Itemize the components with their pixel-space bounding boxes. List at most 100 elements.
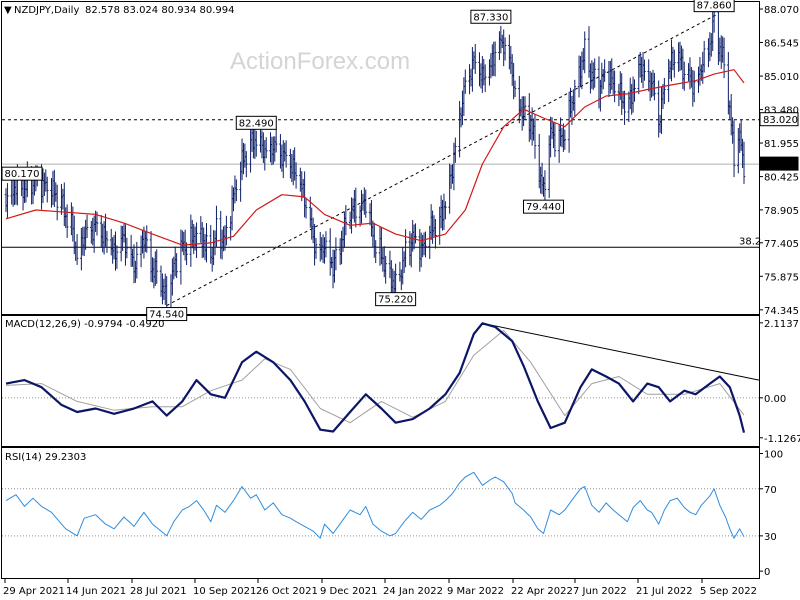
price-bar bbox=[284, 140, 288, 168]
macd-main-line bbox=[5, 322, 746, 433]
price-axis: 88.070 86.545 85.010 83.480 81.955 80.425 78.9… bbox=[759, 5, 799, 317]
price-bar bbox=[185, 242, 188, 266]
macd-tick-label: 0.00 bbox=[764, 394, 786, 405]
price-bar bbox=[145, 225, 149, 253]
annotation-text: 74.540 bbox=[149, 310, 184, 321]
annotation-text: 82.490 bbox=[239, 118, 274, 129]
price-bar bbox=[463, 69, 467, 94]
macd-falling-trendline bbox=[482, 322, 760, 381]
price-marker-box bbox=[759, 156, 799, 171]
price-bar bbox=[354, 187, 358, 228]
macd-panel-frame bbox=[1, 315, 760, 447]
time-tick-label: 29 Apr 2021 bbox=[3, 586, 65, 597]
price-tick-label: 81.955 bbox=[764, 139, 799, 150]
price-annotation: 87.860 bbox=[693, 0, 735, 13]
price-bar bbox=[105, 230, 109, 253]
price-marker-box bbox=[759, 112, 799, 127]
price-bar bbox=[653, 72, 656, 101]
annotation-text: 87.330 bbox=[473, 12, 508, 23]
price-bar bbox=[543, 170, 547, 201]
rsi-line bbox=[5, 471, 745, 539]
price-marker-label: 80.994 bbox=[763, 160, 798, 171]
price-bar bbox=[45, 176, 49, 203]
rsi-tick-label: 0 bbox=[764, 567, 770, 578]
time-axis: 29 Apr 2021 14 Jun 2021 28 Jul 2021 10 Sep … bbox=[3, 579, 757, 597]
price-annotations: 80.170 74.540 82.490 75.220 87.330 79.440 87.8… bbox=[1, 0, 735, 322]
price-bar bbox=[573, 79, 577, 116]
macd-trendline bbox=[482, 322, 760, 381]
price-bar bbox=[95, 211, 99, 236]
time-tick-label: 5 Sep 2022 bbox=[700, 586, 757, 597]
price-bar bbox=[304, 197, 308, 219]
price-bar bbox=[384, 255, 387, 284]
price-ohlc-header: 82.578 83.024 80.934 80.994 bbox=[85, 5, 235, 16]
price-bar bbox=[374, 240, 378, 264]
annotation-box bbox=[235, 115, 277, 130]
price-bar bbox=[274, 128, 278, 153]
price-tick-label: 78.905 bbox=[764, 206, 799, 217]
time-tick-label: 7 Jun 2022 bbox=[573, 586, 627, 597]
price-tick-label: 80.425 bbox=[764, 173, 799, 184]
rsi-title: RSI(14) 29.2303 bbox=[5, 452, 86, 463]
rsi-series-line bbox=[5, 471, 745, 539]
rising-trendline bbox=[166, 13, 719, 306]
price-bar bbox=[314, 238, 318, 259]
price-tick-label: 83.480 bbox=[764, 106, 799, 117]
annotation-box bbox=[470, 9, 512, 24]
price-annotation: 75.220 bbox=[375, 292, 417, 307]
price-bar bbox=[344, 205, 348, 236]
price-bar bbox=[115, 245, 119, 269]
time-tick-label: 14 Jun 2021 bbox=[66, 586, 126, 597]
price-bar bbox=[553, 122, 557, 158]
annotation-text: 79.440 bbox=[526, 202, 561, 213]
price-bar bbox=[503, 37, 507, 61]
price-bar bbox=[195, 222, 198, 259]
price-dropdown-icon[interactable]: ▼ bbox=[4, 5, 12, 16]
annotation-box bbox=[1, 166, 43, 181]
price-tick-label: 74.345 bbox=[764, 306, 799, 317]
price-reference-lines: 38.2 bbox=[2, 119, 761, 248]
price-bar bbox=[235, 179, 238, 202]
price-bar bbox=[732, 120, 736, 178]
price-bar bbox=[493, 41, 497, 77]
annotation-text: 87.860 bbox=[697, 1, 732, 12]
price-bar bbox=[65, 204, 69, 238]
moving-average bbox=[5, 69, 745, 246]
price-annotation: 87.330 bbox=[470, 9, 512, 24]
price-bar bbox=[643, 59, 646, 81]
price-bar bbox=[682, 61, 686, 91]
price-bar bbox=[742, 141, 746, 184]
price-bar bbox=[324, 231, 328, 258]
price-bar bbox=[85, 214, 89, 239]
price-bar bbox=[6, 183, 9, 219]
price-bar bbox=[673, 49, 676, 78]
price-panel-frame bbox=[1, 1, 760, 315]
price-tick-label: 75.875 bbox=[764, 272, 799, 283]
price-bar bbox=[215, 205, 218, 247]
price-bar bbox=[473, 43, 477, 74]
price-tick-label: 77.405 bbox=[764, 239, 799, 250]
price-bar bbox=[75, 234, 79, 265]
time-tick-label: 28 Jul 2021 bbox=[130, 586, 187, 597]
price-bar bbox=[444, 201, 447, 220]
time-tick-label: 24 Jan 2022 bbox=[383, 586, 443, 597]
price-trendline bbox=[166, 13, 719, 306]
macd-signal-line bbox=[5, 329, 745, 424]
price-bar bbox=[583, 31, 587, 74]
annotation-box bbox=[146, 307, 188, 322]
price-bar bbox=[55, 184, 59, 221]
time-tick-label: 21 Jul 2022 bbox=[636, 586, 693, 597]
price-tick-label: 86.545 bbox=[764, 38, 799, 49]
price-bar bbox=[702, 40, 706, 73]
rsi-guide-lines bbox=[2, 488, 759, 537]
rsi-tick-label: 100 bbox=[764, 450, 783, 461]
ma-line bbox=[5, 69, 745, 246]
time-tick-label: 9 Mar 2022 bbox=[447, 586, 504, 597]
price-bar bbox=[294, 162, 298, 189]
price-bar bbox=[633, 79, 636, 102]
annotation-text: 80.170 bbox=[5, 169, 40, 180]
price-bar bbox=[424, 231, 427, 258]
rsi-panel-frame bbox=[1, 447, 760, 579]
price-bar bbox=[513, 80, 517, 98]
